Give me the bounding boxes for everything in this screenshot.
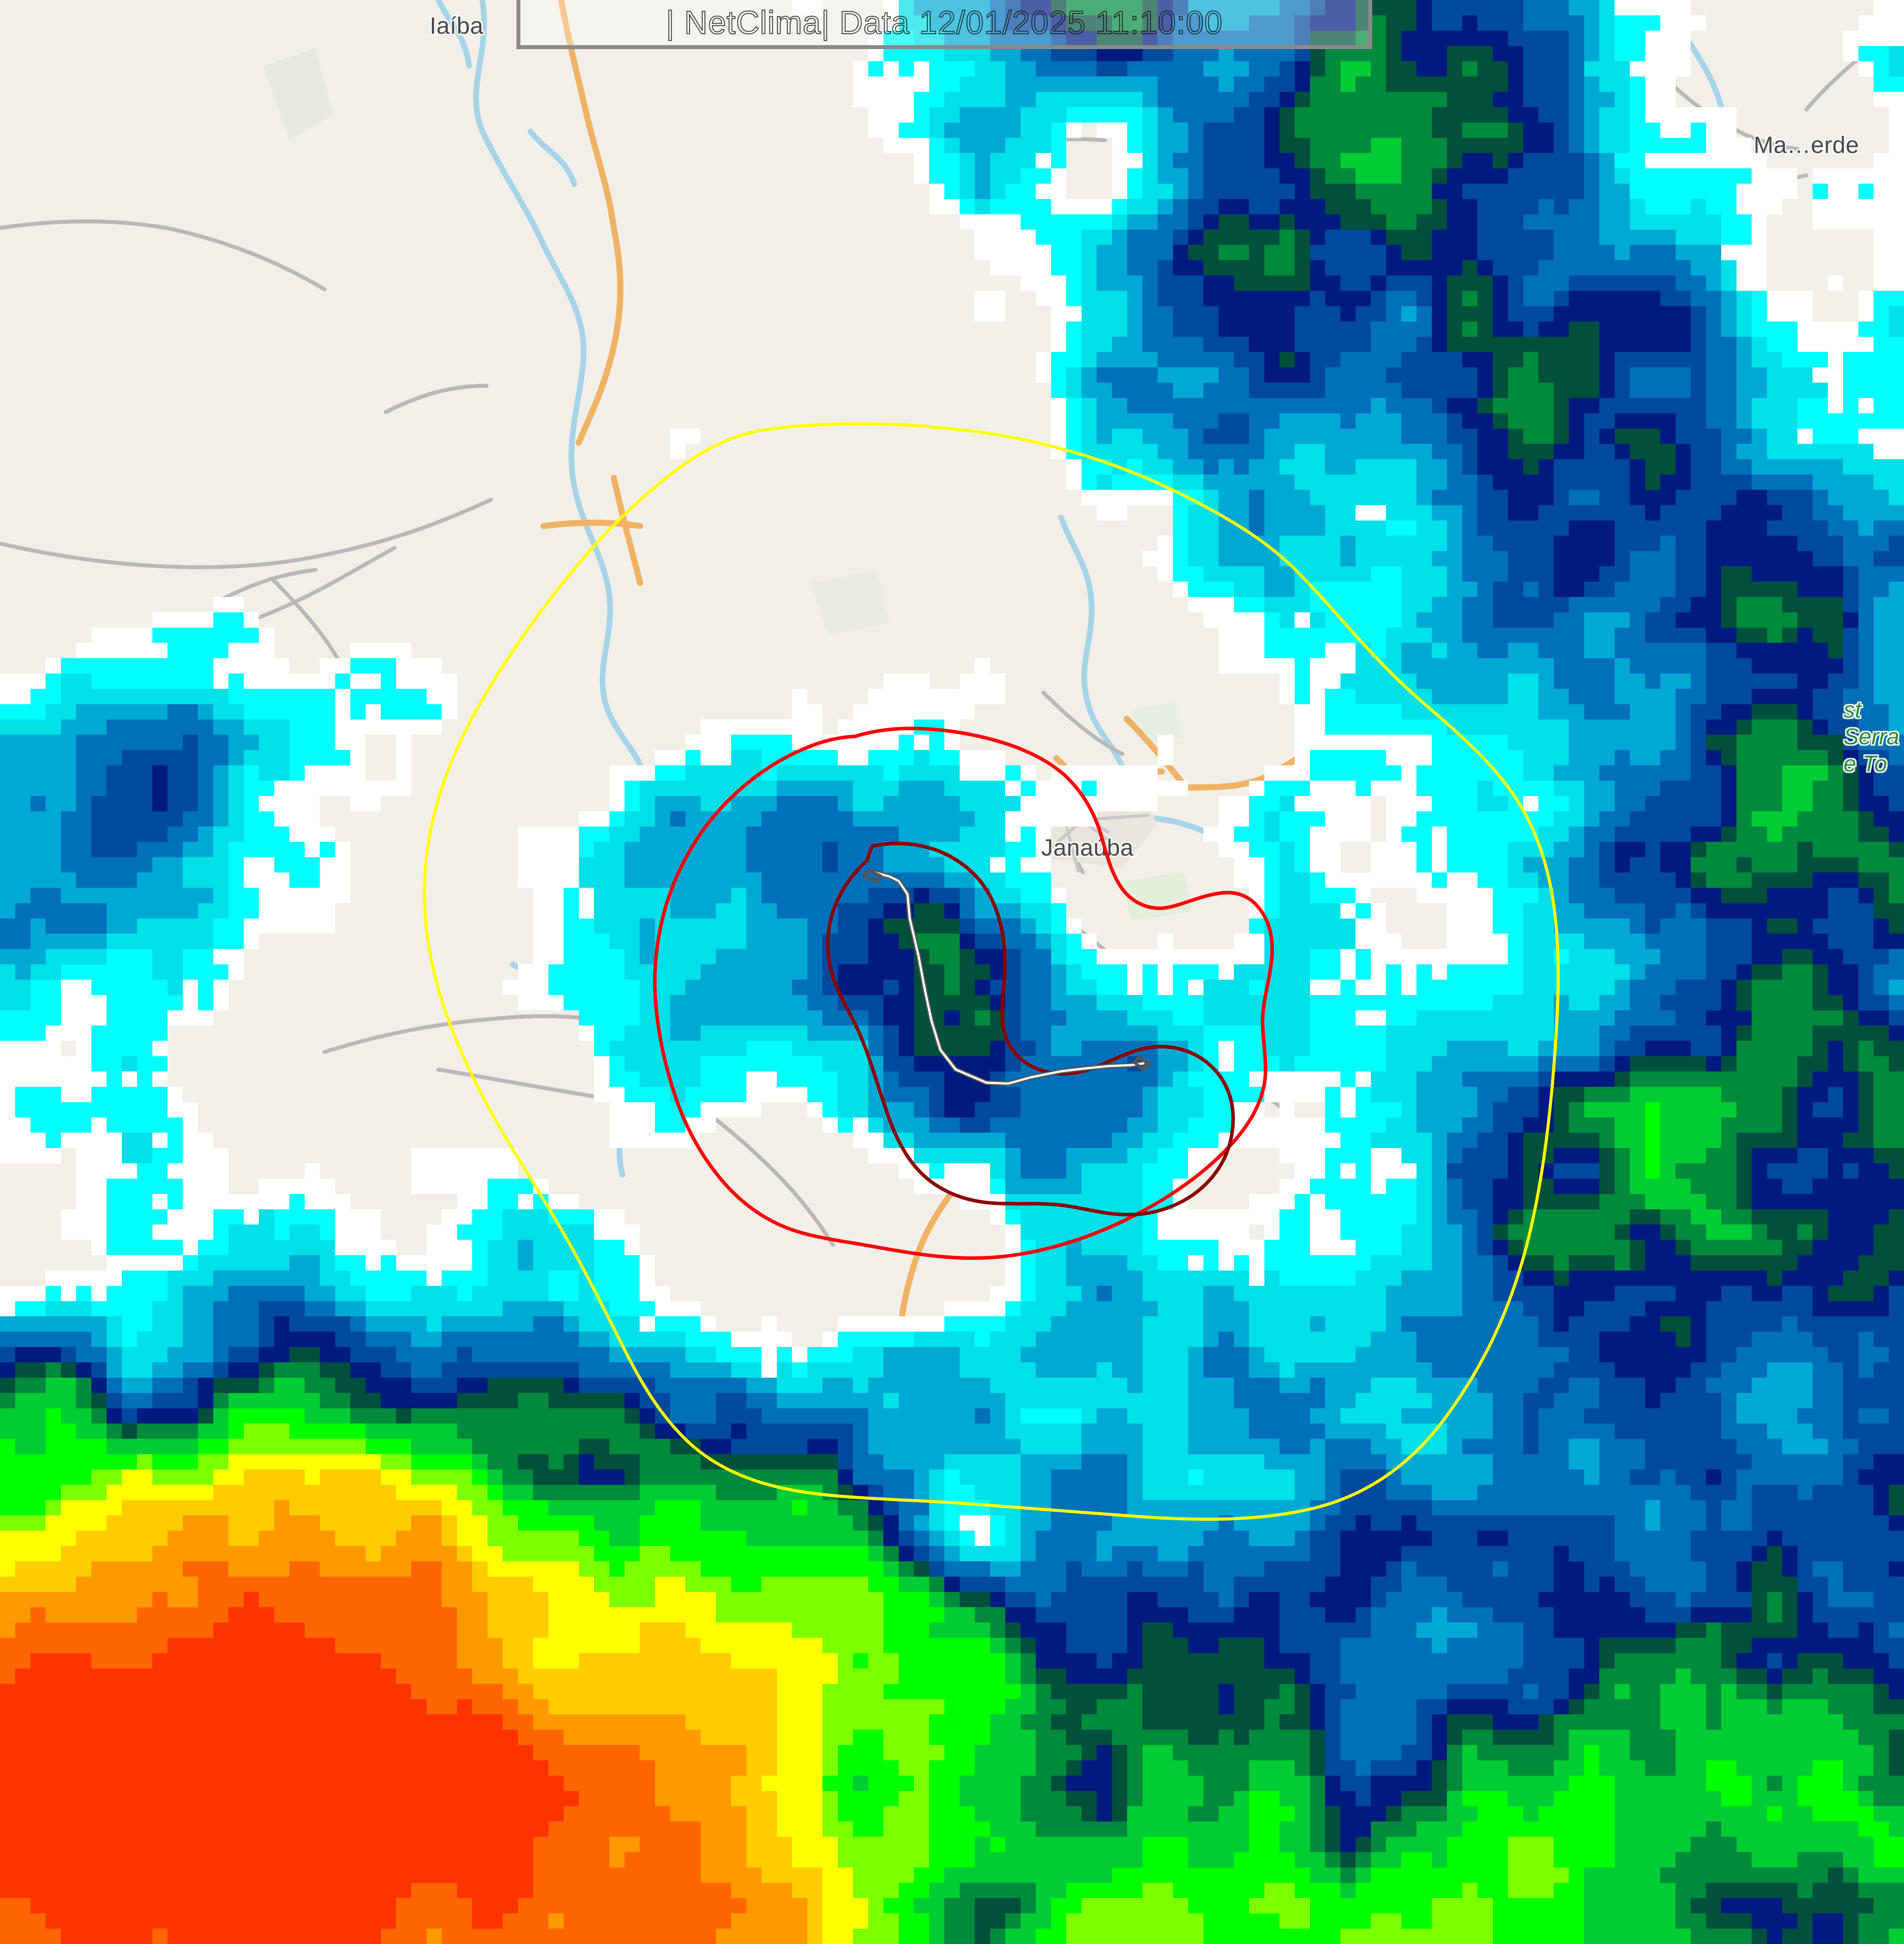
title-bar-text: | NetClima| Data 12/01/2025 11:10:00 [666,4,1223,41]
title-bar: | NetClima| Data 12/01/2025 11:10:00 [516,0,1372,49]
